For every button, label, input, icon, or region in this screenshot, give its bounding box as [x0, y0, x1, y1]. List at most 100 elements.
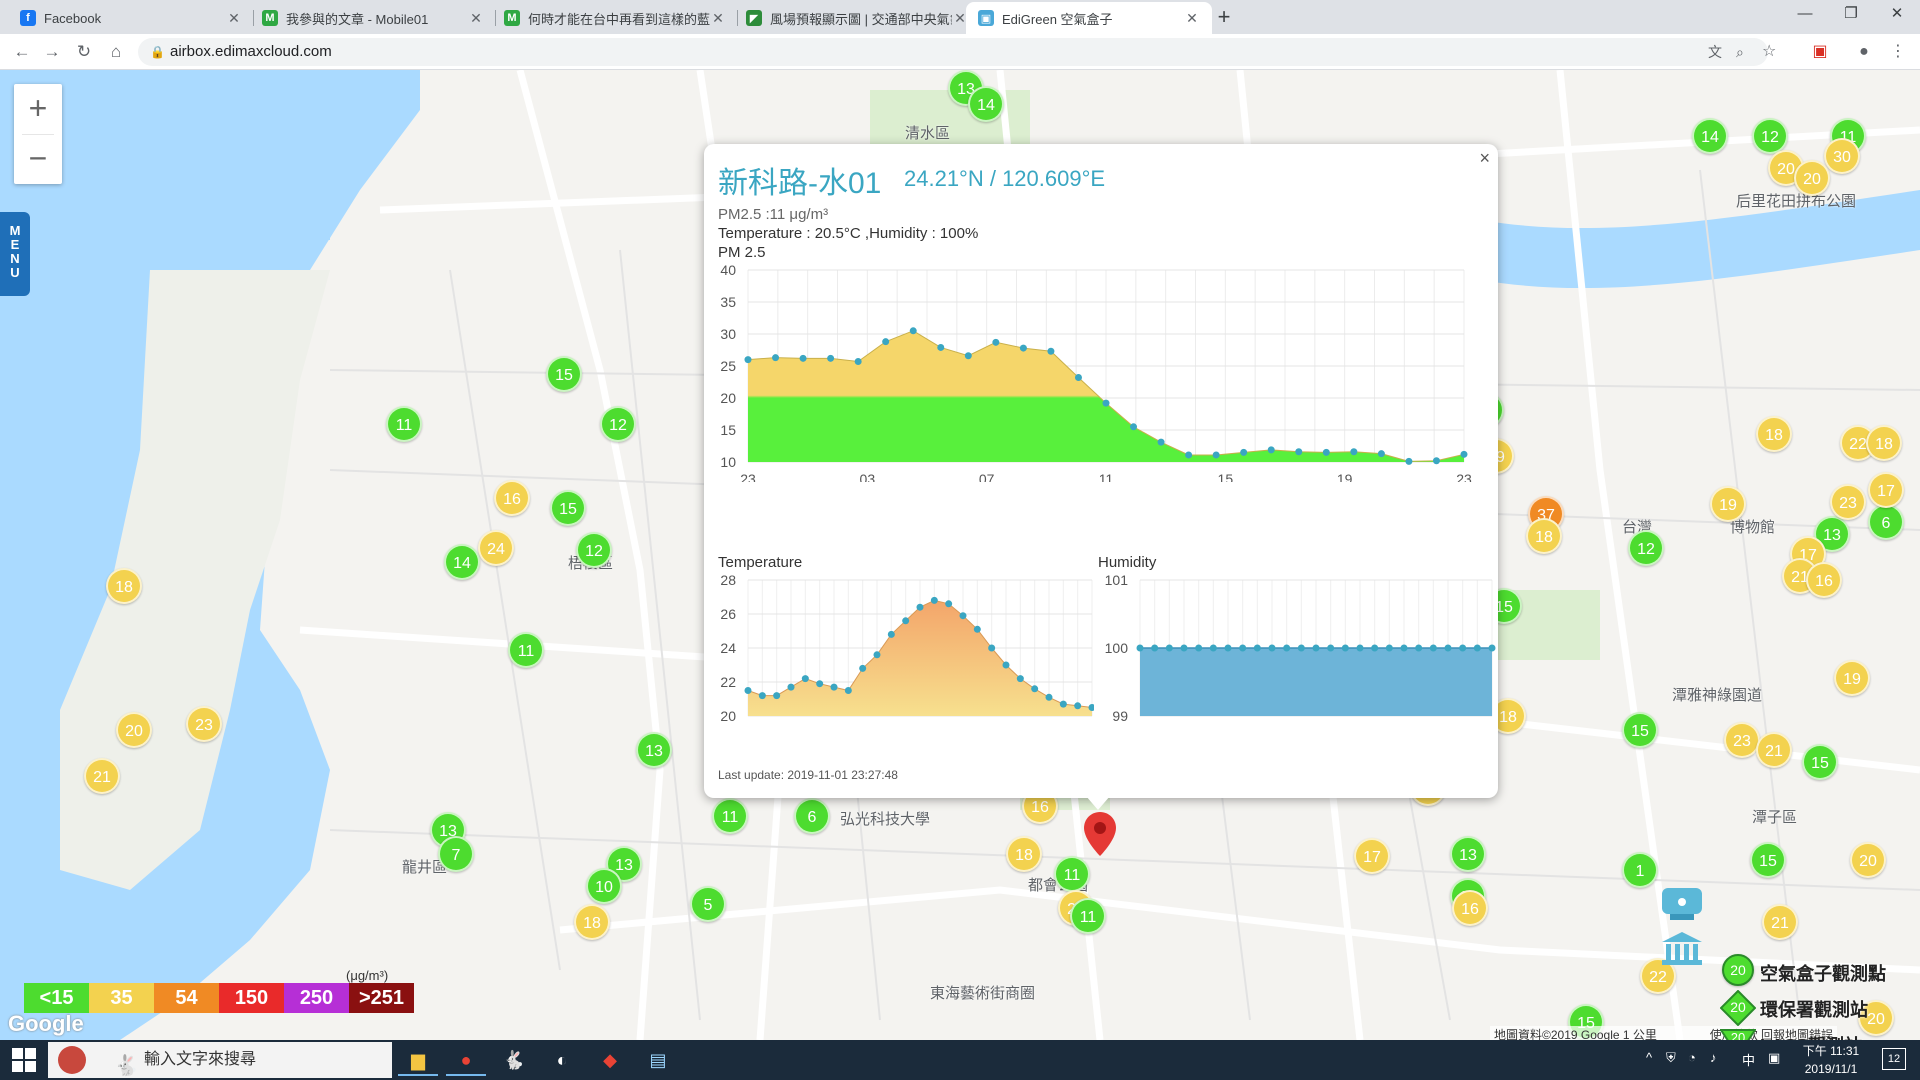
- station-marker[interactable]: 12: [1628, 530, 1664, 566]
- station-marker[interactable]: 20: [1794, 160, 1830, 196]
- station-marker[interactable]: 11: [508, 632, 544, 668]
- close-tab-icon[interactable]: ✕: [228, 9, 240, 26]
- translate-icon[interactable]: 文: [1708, 44, 1722, 60]
- station-marker[interactable]: 20: [116, 712, 152, 748]
- station-marker[interactable]: 21: [1762, 904, 1798, 940]
- windows-start-icon[interactable]: [12, 1048, 36, 1072]
- tray-security-icon[interactable]: ⛨: [1666, 1050, 1676, 1065]
- station-marker[interactable]: 11: [712, 798, 748, 834]
- back-arrow-icon[interactable]: ←: [13, 42, 31, 61]
- map-canvas[interactable]: 清水區 梧棲區 龍井區 弘光科技大學 都會公園 東海藝術街商圈 后里花田拼布公園…: [0, 70, 1920, 1040]
- restore-button[interactable]: ❐: [1844, 5, 1858, 22]
- profile-icon[interactable]: ●: [1859, 43, 1869, 60]
- tab-mobile01-articles[interactable]: M 我參與的文章 - Mobile01 ✕: [250, 2, 496, 34]
- taskbar-search-box[interactable]: 🐇 輸入文字來搜尋: [48, 1042, 392, 1078]
- close-tab-icon[interactable]: ✕: [1186, 9, 1198, 26]
- station-marker[interactable]: 14: [968, 86, 1004, 122]
- forward-arrow-icon[interactable]: →: [43, 42, 61, 61]
- station-marker[interactable]: 12: [576, 532, 612, 568]
- station-marker[interactable]: 7: [438, 836, 474, 872]
- close-tab-icon[interactable]: ✕: [954, 9, 966, 26]
- station-marker[interactable]: 18: [1006, 836, 1042, 872]
- station-marker[interactable]: 17: [1354, 838, 1390, 874]
- station-marker[interactable]: 12: [1752, 118, 1788, 154]
- station-marker[interactable]: 6: [794, 798, 830, 834]
- tab-cwb-wind[interactable]: ◤ 風場預報顯示圖 | 交通部中央氣象 ✕: [734, 2, 980, 34]
- station-marker[interactable]: 18: [574, 904, 610, 940]
- station-marker[interactable]: 14: [1692, 118, 1728, 154]
- tray-keyboard-icon[interactable]: ▣: [1768, 1050, 1781, 1065]
- tray-network-icon[interactable]: ◔: [1688, 1050, 1696, 1065]
- station-marker[interactable]: 10: [586, 868, 622, 904]
- station-marker[interactable]: 21: [84, 758, 120, 794]
- app-acrobat-icon[interactable]: ◆: [603, 1050, 617, 1070]
- home-icon[interactable]: ⌂: [110, 42, 122, 61]
- station-marker[interactable]: 12: [600, 406, 636, 442]
- ime-indicator[interactable]: 中: [1742, 1053, 1756, 1068]
- station-marker[interactable]: 15: [1622, 712, 1658, 748]
- station-marker[interactable]: 15: [546, 356, 582, 392]
- station-marker[interactable]: 5: [690, 886, 726, 922]
- station-marker[interactable]: 13: [1450, 836, 1486, 872]
- notification-center-icon[interactable]: 12: [1882, 1048, 1906, 1070]
- station-marker[interactable]: 23: [1724, 722, 1760, 758]
- zoom-in-button[interactable]: +: [28, 90, 48, 126]
- tab-facebook[interactable]: f Facebook ✕: [8, 2, 254, 34]
- extension-icon[interactable]: ▣: [1812, 43, 1828, 60]
- station-marker[interactable]: 11: [1054, 856, 1090, 892]
- file-explorer-icon[interactable]: ▆: [398, 1044, 438, 1076]
- station-marker[interactable]: 11: [386, 406, 422, 442]
- station-marker[interactable]: 24: [478, 530, 514, 566]
- menu-button[interactable]: M E N U: [0, 212, 30, 296]
- station-marker[interactable]: 23: [186, 706, 222, 742]
- address-bar[interactable]: 🔒 airbox.edimaxcloud.com 文 ⌕ ☆: [138, 38, 1776, 66]
- station-marker[interactable]: 16: [494, 480, 530, 516]
- close-tab-icon[interactable]: ✕: [470, 9, 482, 26]
- station-marker[interactable]: 16: [1452, 890, 1488, 926]
- more-menu-icon[interactable]: ⋮: [1890, 43, 1906, 60]
- bookmark-star-icon[interactable]: ☆: [1762, 43, 1777, 60]
- station-marker[interactable]: 1: [1622, 852, 1658, 888]
- station-marker[interactable]: 18: [1756, 416, 1792, 452]
- station-marker[interactable]: 21: [1756, 732, 1792, 768]
- chrome-icon[interactable]: [58, 1046, 86, 1074]
- station-marker[interactable]: 15: [550, 490, 586, 526]
- station-marker[interactable]: 22: [1640, 958, 1676, 994]
- station-marker[interactable]: 18: [106, 568, 142, 604]
- station-marker[interactable]: 18: [1866, 425, 1902, 461]
- reload-icon[interactable]: ↻: [76, 42, 92, 61]
- close-window-button[interactable]: ✕: [1890, 5, 1904, 22]
- station-marker[interactable]: 11: [1070, 898, 1106, 934]
- chrome-taskbar-icon[interactable]: ●: [446, 1044, 486, 1076]
- new-tab-button[interactable]: +: [1217, 4, 1231, 29]
- station-marker[interactable]: 30: [1824, 138, 1860, 174]
- close-popup-button[interactable]: ×: [1479, 148, 1490, 168]
- station-marker[interactable]: 15: [1750, 842, 1786, 878]
- station-marker[interactable]: 14: [444, 544, 480, 580]
- station-marker[interactable]: 20: [1850, 842, 1886, 878]
- station-marker[interactable]: 6: [1868, 504, 1904, 540]
- station-marker[interactable]: 19: [1834, 660, 1870, 696]
- selected-station-pin-icon[interactable]: [1084, 812, 1116, 856]
- station-marker[interactable]: 19: [1710, 486, 1746, 522]
- tab-edigreen[interactable]: ▣ EdiGreen 空氣盒子 ✕: [966, 2, 1212, 34]
- cortana-icon[interactable]: 🐇: [114, 1055, 139, 1077]
- app-ai-icon[interactable]: ◐: [556, 1050, 568, 1070]
- station-marker[interactable]: 18: [1526, 518, 1562, 554]
- station-marker[interactable]: 16: [1806, 562, 1842, 598]
- station-marker[interactable]: 23: [1830, 484, 1866, 520]
- station-marker[interactable]: 13: [636, 732, 672, 768]
- minimize-button[interactable]: —: [1797, 5, 1813, 22]
- station-marker[interactable]: 20: [1858, 1000, 1894, 1036]
- tray-chevron-icon[interactable]: ^: [1646, 1050, 1653, 1065]
- station-marker[interactable]: 13: [606, 846, 642, 882]
- app-rabbit-icon[interactable]: 🐇: [502, 1050, 526, 1070]
- station-marker[interactable]: 17: [1868, 472, 1904, 508]
- station-marker[interactable]: 15: [1802, 744, 1838, 780]
- zoom-out-button[interactable]: −: [28, 140, 48, 176]
- app-notepad-icon[interactable]: ▤: [649, 1050, 667, 1070]
- tab-mobile01-bluesky[interactable]: M 何時才能在台中再看到這樣的藍天 ✕: [492, 2, 738, 34]
- close-tab-icon[interactable]: ✕: [712, 9, 724, 26]
- zoom-icon[interactable]: ⌕: [1736, 44, 1744, 60]
- taskbar-clock[interactable]: 下午 11:31 2019/11/1: [1796, 1042, 1866, 1078]
